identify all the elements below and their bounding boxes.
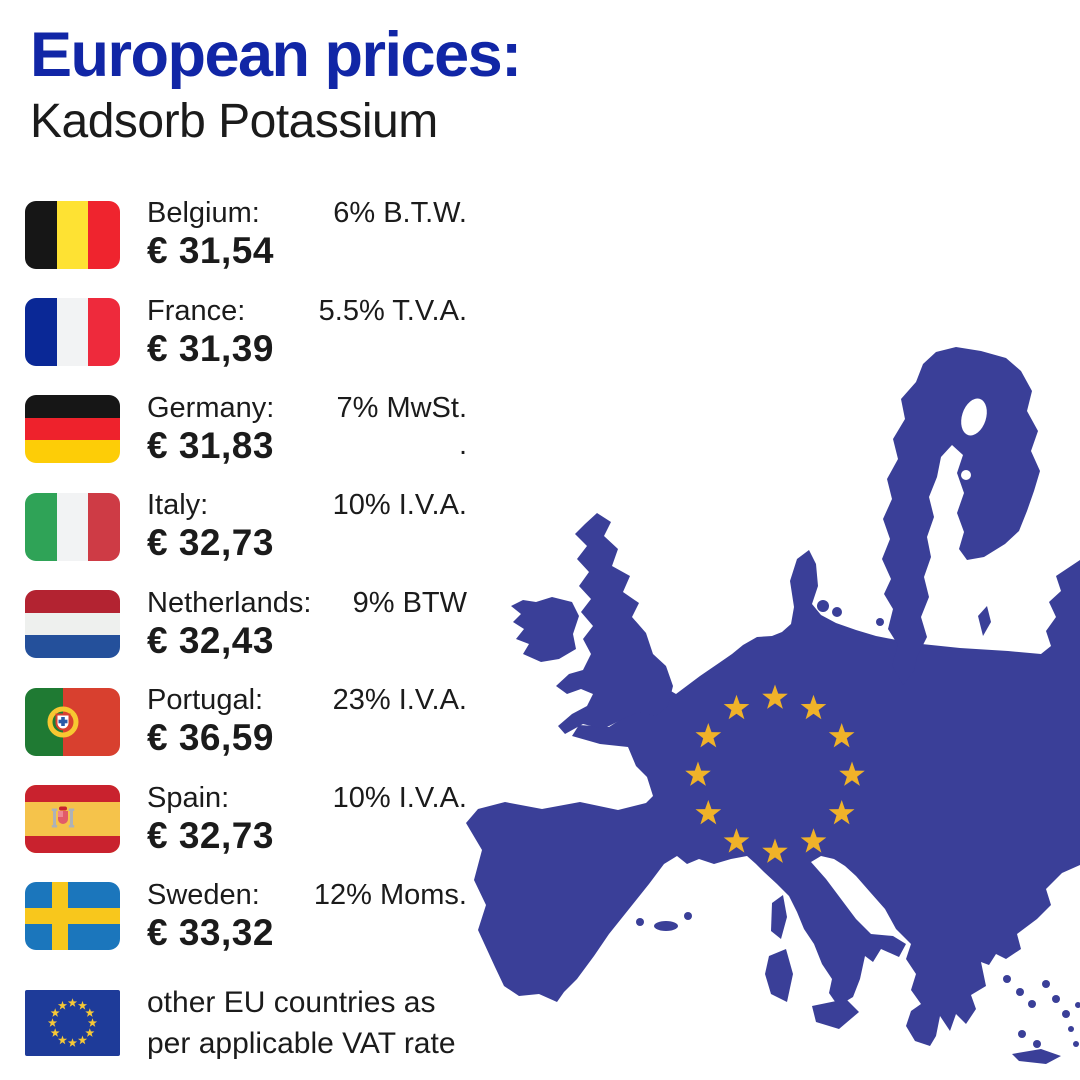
footnote-line1: other EU countries as (147, 986, 436, 1020)
eu-stars-ring (685, 684, 865, 863)
vat-rate-line2: . (458, 428, 467, 461)
star-icon (67, 998, 78, 1008)
europe-map (466, 347, 1080, 1064)
star-icon (85, 1008, 95, 1018)
header: European prices: Kadsorb Potassium (30, 20, 522, 148)
star-icon (67, 1038, 78, 1048)
italy-flag-icon (25, 492, 120, 561)
price-value: € 32,73 (147, 522, 274, 564)
star-icon (762, 684, 788, 709)
country-label: Sweden: (147, 878, 260, 911)
price-row-sweden: Sweden: € 33,32 12% Moms. (25, 868, 467, 965)
star-icon (685, 761, 711, 786)
star-icon (77, 1001, 88, 1010)
sweden-flag-icon (25, 882, 120, 951)
price-row-france: France: € 31,39 5.5% T.V.A. (25, 283, 467, 380)
footnote-text: other EU countries as per applicable VAT… (147, 982, 456, 1064)
country-label: France: (147, 294, 246, 327)
price-row-netherlands: Netherlands: € 32,43 9% BTW (25, 576, 467, 673)
price-list: Belgium: € 31,54 6% B.T.W. France: € 31,… (25, 186, 467, 1075)
map-great-britain (556, 513, 673, 734)
price-row-italy: Italy: € 32,73 10% I.V.A. (25, 478, 467, 575)
price-value: € 31,83 (147, 424, 274, 466)
map-sicily (812, 999, 859, 1029)
portugal-flag-icon (25, 687, 120, 756)
map-finland-lake-small (961, 470, 971, 480)
map-crete (1012, 1049, 1061, 1064)
price-value: € 33,32 (147, 911, 274, 953)
star-icon (85, 1028, 95, 1038)
map-balearics (654, 921, 678, 931)
vat-rate: 23% I.V.A. (332, 684, 467, 717)
map-scandinavia (882, 347, 1040, 685)
belgium-flag-icon (25, 200, 120, 269)
price-value: € 32,43 (147, 619, 274, 661)
map-corsica (771, 895, 787, 939)
vat-rate: 6% B.T.W. (333, 197, 467, 230)
star-icon (839, 761, 865, 786)
star-icon (800, 828, 827, 853)
map-mainland (466, 550, 1080, 1046)
star-icon (77, 1035, 88, 1045)
footnote-row: other EU countries as per applicable VAT… (25, 971, 467, 1075)
map-ireland (511, 597, 579, 662)
country-label: Netherlands: (147, 586, 312, 619)
star-icon (57, 1001, 68, 1010)
star-icon (828, 800, 855, 825)
vat-rate: 5.5% T.V.A. (318, 294, 467, 327)
map-danish-isles (817, 600, 829, 612)
star-icon (828, 723, 855, 748)
footnote-line2: per applicable VAT rate (147, 1027, 456, 1061)
price-row-germany: Germany: € 31,83 7% MwSt. . (25, 381, 467, 478)
page-subtitle: Kadsorb Potassium (30, 95, 438, 148)
vat-rate: 12% Moms. (313, 878, 467, 911)
netherlands-flag-icon (25, 590, 120, 659)
price-row-portugal: Portugal: € 36,59 23% I.V.A. (25, 673, 467, 770)
star-icon (723, 694, 750, 720)
page-title: European prices: (30, 20, 522, 90)
country-label: Germany: (147, 391, 275, 424)
germany-flag-icon (25, 395, 120, 464)
map-gotland (978, 606, 991, 636)
star-icon (800, 694, 827, 720)
star-icon (47, 1018, 58, 1028)
eu-flag-stars (47, 998, 98, 1048)
map-sardinia (765, 949, 793, 1002)
vat-rate: 10% I.V.A. (332, 489, 467, 522)
star-icon (87, 1018, 98, 1028)
star-icon (695, 723, 722, 748)
map-aegean-isles (1003, 975, 1011, 983)
star-icon (57, 1035, 68, 1045)
country-label: Belgium: (147, 197, 260, 230)
star-icon (762, 838, 788, 863)
vat-rate: 7% MwSt. . (336, 392, 467, 465)
star-icon (50, 1028, 60, 1038)
price-value: € 31,54 (147, 230, 274, 272)
spain-flag-icon (25, 785, 120, 854)
vat-rate: 10% I.V.A. (332, 781, 467, 814)
map-finland-lake (961, 398, 987, 436)
country-label: Spain: (147, 781, 230, 814)
price-value: € 32,73 (147, 814, 274, 856)
star-icon (723, 828, 750, 853)
star-icon (50, 1008, 60, 1018)
country-label: Italy: (147, 489, 209, 522)
country-label: Portugal: (147, 684, 264, 717)
vat-rate-line1: 7% MwSt. (336, 391, 467, 424)
france-flag-icon (25, 298, 120, 367)
price-row-spain: Spain: € 32,73 10% I.V.A. (25, 770, 467, 867)
star-icon (695, 800, 722, 825)
eu-flag-icon (25, 990, 120, 1057)
price-row-belgium: Belgium: € 31,54 6% B.T.W. (25, 186, 467, 283)
price-value: € 36,59 (147, 717, 274, 759)
vat-rate: 9% BTW (352, 586, 467, 619)
price-value: € 31,39 (147, 327, 274, 369)
